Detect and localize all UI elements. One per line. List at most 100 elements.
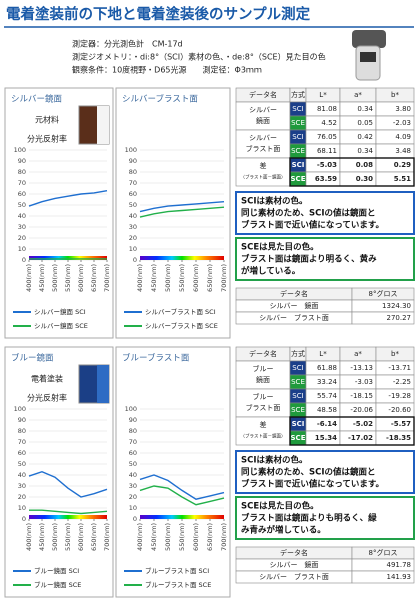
method-cell: SCI (292, 133, 303, 141)
row-name: （ブラスト面－鏡面） (241, 433, 286, 440)
method-cell: SCE (291, 175, 306, 183)
y-tick-label: 90 (129, 416, 137, 424)
y-tick-label: 0 (133, 515, 137, 523)
y-tick-label: 50 (129, 201, 137, 209)
row-name: ブラスト面 (246, 403, 281, 412)
value-cell: 3.48 (395, 147, 411, 155)
note-text: ブラスト面は鏡面よりも明るく、緑 (241, 513, 377, 524)
legend-label: ブルーブラスト面 SCI (145, 566, 209, 575)
series-line (139, 485, 225, 506)
chart-title: シルバー鏡面 (11, 94, 63, 105)
table-header: a* (354, 91, 362, 99)
x-tick-label: 600(nm) (77, 264, 85, 292)
value-cell: -13.71 (388, 364, 411, 372)
note-box (235, 237, 415, 281)
value-cell: 0.34 (357, 147, 373, 155)
y-tick-label: 50 (18, 201, 26, 209)
y-tick-label: 60 (129, 190, 137, 198)
method-cell: SCE (291, 147, 305, 155)
y-tick-label: 10 (18, 245, 26, 253)
gloss-name: シルバー ブラスト面 (259, 572, 329, 581)
row-name: 鏡面 (256, 375, 270, 384)
y-tick-label: 90 (18, 157, 26, 165)
legend-label: ブルー鏡面 SCI (34, 566, 79, 575)
x-tick-label: 650(nm) (90, 264, 98, 292)
table-header: 方式 (291, 349, 305, 358)
y-tick-label: 60 (129, 449, 137, 457)
x-tick-label: 700(nm) (103, 523, 111, 551)
value-cell: 0.08 (356, 161, 373, 169)
chart-title: シルバーブラスト面 (122, 94, 198, 105)
info-line: 観察条件：10度視野・D65光源 測定径：Φ3ｍｍ (72, 65, 262, 75)
y-tick-label: 60 (18, 449, 26, 457)
spectrum-bar (29, 256, 107, 260)
method-cell: SCE (291, 378, 305, 386)
value-cell: 76.05 (317, 133, 337, 141)
value-cell: -5.57 (391, 420, 411, 428)
x-tick-label: 650(nm) (206, 523, 214, 551)
value-cell: -19.28 (388, 392, 411, 400)
chart-title: ブルーブラスト面 (122, 353, 190, 364)
x-tick-label: 650(nm) (206, 264, 214, 292)
x-tick-label: 700(nm) (220, 523, 228, 551)
y-tick-label: 90 (18, 416, 26, 424)
y-tick-label: 50 (18, 460, 26, 468)
x-tick-label: 500(nm) (164, 264, 172, 292)
value-cell: 63.59 (315, 175, 337, 183)
x-tick-label: 700(nm) (220, 264, 228, 292)
note-text: が増している。 (241, 266, 300, 277)
x-tick-label: 450(nm) (150, 523, 158, 551)
series-line (28, 190, 108, 207)
x-tick-label: 400(nm) (136, 523, 144, 551)
y-tick-label: 30 (129, 482, 137, 490)
y-tick-label: 100 (14, 146, 26, 154)
x-tick-label: 400(nm) (25, 264, 33, 292)
y-tick-label: 40 (129, 471, 137, 479)
spectrum-bar (140, 515, 224, 519)
value-cell: -6.14 (317, 420, 337, 428)
sample-swatch (97, 106, 109, 144)
chart-label: 元材料 (35, 115, 59, 125)
note-text: SCEは見た目の色。 (241, 501, 319, 512)
y-tick-label: 100 (125, 146, 137, 154)
note-text: み青みが増している。 (241, 525, 326, 536)
gloss-value: 491.78 (387, 561, 412, 569)
note-text: ブラスト面は鏡面より明るく、黄み (241, 254, 377, 265)
method-cell: SCE (291, 434, 306, 442)
info-line: 測定器：分光測色計 CM-17d (72, 39, 183, 49)
gloss-name: シルバー 鏡面 (270, 560, 319, 569)
value-cell: 81.08 (317, 105, 337, 113)
series-line (139, 474, 225, 500)
y-tick-label: 30 (18, 482, 26, 490)
value-cell: -2.25 (393, 378, 411, 386)
y-tick-label: 40 (18, 471, 26, 479)
x-tick-label: 400(nm) (25, 523, 33, 551)
table-header: データ名 (249, 349, 277, 358)
value-cell: 3.80 (395, 105, 411, 113)
x-tick-label: 600(nm) (192, 523, 200, 551)
note-text: SCIは素材の色。 (241, 196, 308, 207)
method-cell: SCI (292, 392, 303, 400)
value-cell: 4.52 (321, 119, 337, 127)
y-tick-label: 50 (129, 460, 137, 468)
series-line (29, 509, 108, 515)
value-cell: -20.60 (388, 406, 411, 414)
table-header: b* (391, 350, 399, 358)
table-cell (235, 388, 291, 418)
table-header: a* (354, 350, 362, 358)
value-cell: 55.74 (317, 392, 338, 400)
value-cell: -5.03 (317, 161, 337, 169)
page-title: 電着塗装前の下地と電着塗装後のサンプル測定 (6, 5, 311, 23)
y-tick-label: 60 (18, 190, 26, 198)
value-cell: 0.05 (357, 119, 373, 127)
y-tick-label: 70 (129, 438, 137, 446)
row-name: シルバー (249, 134, 277, 142)
x-tick-label: 450(nm) (38, 264, 46, 292)
note-box (235, 496, 415, 540)
value-cell: 61.88 (317, 364, 337, 372)
x-tick-label: 650(nm) (90, 523, 98, 551)
method-cell: SCE (291, 406, 305, 414)
legend-label: ブルーブラスト面 SCE (145, 580, 211, 589)
y-tick-label: 70 (129, 179, 137, 187)
x-tick-label: 600(nm) (192, 264, 200, 292)
